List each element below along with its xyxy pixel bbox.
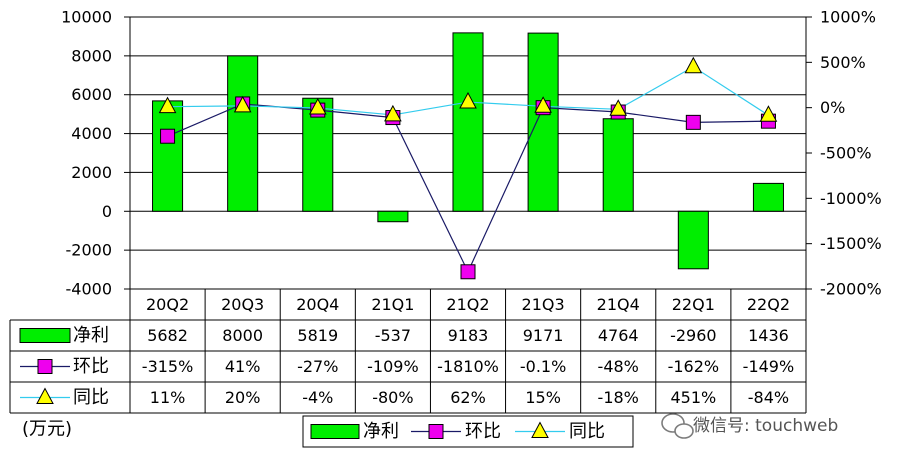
y-left-tick-label: -2000 bbox=[66, 241, 113, 260]
x-category-label: 21Q3 bbox=[522, 295, 565, 314]
y-left-tick-label: 4000 bbox=[71, 124, 112, 143]
y-right-tick-label: -1500% bbox=[820, 234, 882, 253]
table-value: -4% bbox=[302, 388, 333, 407]
tongbi-marker bbox=[759, 105, 778, 122]
table-value: -2960 bbox=[670, 326, 717, 345]
table-value: 1436 bbox=[748, 326, 789, 345]
bar-jingli bbox=[152, 100, 184, 212]
tongbi-marker bbox=[233, 95, 252, 113]
table-value: -48% bbox=[598, 357, 639, 376]
table-value: 5682 bbox=[147, 326, 188, 345]
row-series-name: 环比 bbox=[73, 356, 109, 377]
table-value: -0.1% bbox=[520, 357, 566, 376]
wechat-icon-bubble-small bbox=[674, 423, 694, 439]
row-key-bar bbox=[19, 328, 71, 343]
x-category-label: 21Q4 bbox=[597, 295, 640, 314]
table-value: 20% bbox=[225, 388, 261, 407]
tongbi-marker bbox=[384, 104, 402, 122]
legend-label-huanbi: 环比 bbox=[465, 421, 501, 442]
tongbi-marker bbox=[609, 99, 628, 116]
x-category-label: 20Q2 bbox=[146, 295, 189, 314]
wechat-icon bbox=[661, 413, 694, 439]
y-left-tick-label: 6000 bbox=[71, 85, 112, 104]
table-value: -149% bbox=[743, 357, 795, 376]
table-value: 8000 bbox=[222, 326, 263, 345]
x-category-label: 22Q2 bbox=[747, 295, 790, 314]
table-value: 9183 bbox=[448, 326, 489, 345]
watermark-text: 微信号: touchweb bbox=[693, 416, 838, 436]
y-left-tick-label: 10000 bbox=[61, 8, 112, 27]
table-value: 451% bbox=[670, 388, 716, 407]
table-value: -109% bbox=[367, 357, 419, 376]
table-value: 41% bbox=[225, 357, 261, 376]
table-value: 5819 bbox=[297, 326, 338, 345]
y-left-tick-label: -4000 bbox=[66, 280, 113, 299]
table-value: -80% bbox=[372, 388, 413, 407]
y-right-tick-label: 500% bbox=[820, 53, 866, 72]
bar-jingli bbox=[527, 32, 559, 212]
x-category-label: 22Q1 bbox=[672, 295, 715, 314]
table-value: -537 bbox=[375, 326, 411, 345]
table-value: -162% bbox=[668, 357, 720, 376]
y-right-tick-label: 1000% bbox=[820, 8, 876, 27]
bar-jingli bbox=[602, 118, 634, 212]
x-category-label: 20Q3 bbox=[221, 295, 264, 314]
huanbi-marker bbox=[685, 114, 701, 130]
x-category-label: 21Q1 bbox=[371, 295, 414, 314]
row-series-name: 净利 bbox=[73, 325, 109, 346]
tongbi-marker bbox=[459, 91, 477, 109]
bar-jingli bbox=[677, 210, 709, 270]
table-value: -84% bbox=[748, 388, 789, 407]
row-key-marker bbox=[36, 387, 54, 404]
bar-jingli bbox=[752, 182, 784, 212]
huanbi-marker bbox=[460, 264, 476, 280]
table-value: -27% bbox=[297, 357, 338, 376]
y-right-tick-label: -2000% bbox=[820, 280, 882, 299]
row-key-marker bbox=[37, 359, 53, 374]
tongbi-marker bbox=[308, 97, 327, 115]
table-value: 4764 bbox=[598, 326, 639, 345]
y-left-tick-label: 2000 bbox=[71, 163, 112, 182]
tongbi-marker bbox=[684, 56, 703, 74]
legend-key-marker-huanbi bbox=[428, 424, 444, 439]
y-left-tick-label: 8000 bbox=[71, 46, 112, 65]
y-right-tick-label: -1000% bbox=[820, 189, 882, 208]
bar-jingli bbox=[452, 32, 484, 212]
x-category-label: 21Q2 bbox=[446, 295, 489, 314]
legend-key-marker-tongbi bbox=[531, 421, 549, 438]
tongbi-marker bbox=[534, 96, 552, 113]
tongbi-marker bbox=[158, 96, 177, 114]
y-right-tick-label: -500% bbox=[820, 144, 872, 163]
table-value: -18% bbox=[598, 388, 639, 407]
legend-key-bar bbox=[310, 424, 360, 439]
unit-label: (万元) bbox=[22, 419, 72, 440]
table-value: 15% bbox=[525, 388, 561, 407]
table-value: -315% bbox=[142, 357, 194, 376]
table-value: 9171 bbox=[523, 326, 564, 345]
y-right-tick-label: 0% bbox=[820, 98, 845, 117]
x-category-label: 20Q4 bbox=[296, 295, 339, 314]
table-value: 11% bbox=[150, 388, 186, 407]
huanbi-marker bbox=[160, 128, 176, 144]
watermark: 微信号: touchweb bbox=[661, 413, 838, 439]
bar-jingli bbox=[377, 210, 409, 223]
legend-label-jingli: 净利 bbox=[363, 421, 399, 442]
table-value: 62% bbox=[450, 388, 486, 407]
table-value: -1810% bbox=[437, 357, 499, 376]
y-left-tick-label: 0 bbox=[102, 202, 112, 221]
legend-label-tongbi: 同比 bbox=[569, 421, 605, 442]
bar-jingli bbox=[227, 55, 259, 212]
wechat-icon-bubble-large bbox=[661, 413, 685, 433]
row-series-name: 同比 bbox=[73, 387, 109, 408]
